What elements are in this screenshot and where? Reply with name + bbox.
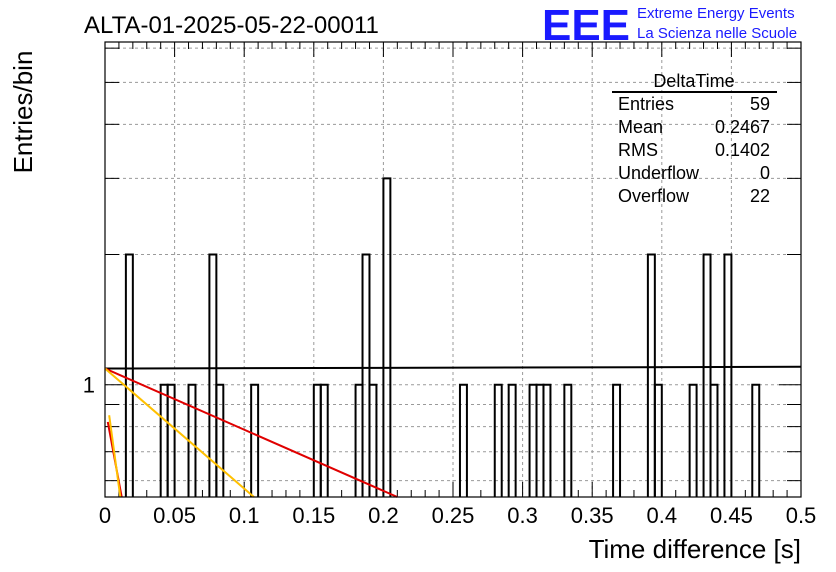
histogram-bin xyxy=(215,383,225,497)
histogram-bin xyxy=(361,253,371,497)
fit-line xyxy=(108,415,122,498)
fit-line xyxy=(104,367,255,498)
logo-line-2: La Scienza nelle Scuole xyxy=(637,25,797,42)
eee-logo: EEE Extreme Energy Events La Scienza nel… xyxy=(542,1,797,50)
fit-lines xyxy=(104,365,802,498)
x-tick-label: 0.45 xyxy=(710,503,753,528)
histogram-bin xyxy=(542,383,552,497)
stats-label: Overflow xyxy=(618,186,690,206)
y-tick-label: 1 xyxy=(83,373,95,398)
x-tick-label: 0.4 xyxy=(647,503,678,528)
grid-lines xyxy=(105,42,801,497)
x-tick-label: 0.05 xyxy=(153,503,196,528)
stats-label: Entries xyxy=(618,94,674,114)
histogram-bin xyxy=(159,383,169,497)
stats-label: Mean xyxy=(618,117,663,137)
x-tick-label: 0.5 xyxy=(786,503,817,528)
stats-label: Underflow xyxy=(618,163,700,183)
histogram-bin xyxy=(528,383,538,497)
stats-box: DeltaTime Entries 59 Mean 0.2467 RMS 0.1402 Un… xyxy=(612,71,777,206)
x-tick-label: 0.2 xyxy=(368,503,399,528)
x-tick-label: 0.15 xyxy=(292,503,335,528)
logo-mark: EEE xyxy=(542,1,630,50)
fit-line xyxy=(104,365,802,370)
histogram-bin xyxy=(751,383,761,497)
x-tick-label: 0.25 xyxy=(432,503,475,528)
x-tick-label: 0.3 xyxy=(507,503,538,528)
histogram-bin xyxy=(208,253,218,497)
x-tick-labels: 0 0.05 0.1 0.15 0.2 0.25 0.3 0.35 0.4 0.45 0.5 xyxy=(99,503,816,528)
histogram-bin xyxy=(507,383,517,497)
histogram-bin xyxy=(368,383,378,497)
histogram-bin xyxy=(458,383,468,497)
chart-title: ALTA-01-2025-05-22-00011 xyxy=(84,12,379,39)
histogram-bin xyxy=(535,383,545,497)
histogram-bin xyxy=(563,383,573,497)
stats-label: RMS xyxy=(618,140,658,160)
histogram-bins xyxy=(124,177,761,497)
stats-title: DeltaTime xyxy=(653,71,734,91)
histogram-bin xyxy=(723,253,733,497)
histogram-bin xyxy=(319,383,329,497)
histogram-bin xyxy=(702,253,712,497)
stats-rows: Entries 59 Mean 0.2467 RMS 0.1402 Underflow 0 Ov… xyxy=(618,94,770,206)
histogram-bin xyxy=(124,253,134,497)
plot-frame xyxy=(104,41,802,498)
histogram-bin xyxy=(688,383,698,497)
x-tick-label: 0.35 xyxy=(571,503,614,528)
x-tick-label: 0.1 xyxy=(229,503,260,528)
histogram-bin xyxy=(382,177,392,497)
stats-value: 22 xyxy=(750,186,770,206)
histogram-bin xyxy=(646,253,656,497)
y-axis-label: Entries/bin xyxy=(8,51,38,174)
histogram-bin xyxy=(250,383,260,497)
histogram-bin xyxy=(166,383,176,497)
stats-value: 0.2467 xyxy=(715,117,770,137)
fit-line xyxy=(104,367,398,498)
histogram-bin xyxy=(612,383,622,497)
stats-value: 59 xyxy=(750,94,770,114)
histogram-bin xyxy=(493,383,503,497)
y-tick-labels: 1 xyxy=(83,373,95,398)
x-tick-label: 0 xyxy=(99,503,111,528)
logo-line-1: Extreme Energy Events xyxy=(637,5,795,22)
stats-value: 0.1402 xyxy=(715,140,770,160)
histogram-bin xyxy=(653,383,663,497)
histogram-bin xyxy=(709,383,719,497)
histogram-bin xyxy=(312,383,322,497)
x-axis-label: Time difference [s] xyxy=(589,534,801,564)
stats-value: 0 xyxy=(760,163,770,183)
